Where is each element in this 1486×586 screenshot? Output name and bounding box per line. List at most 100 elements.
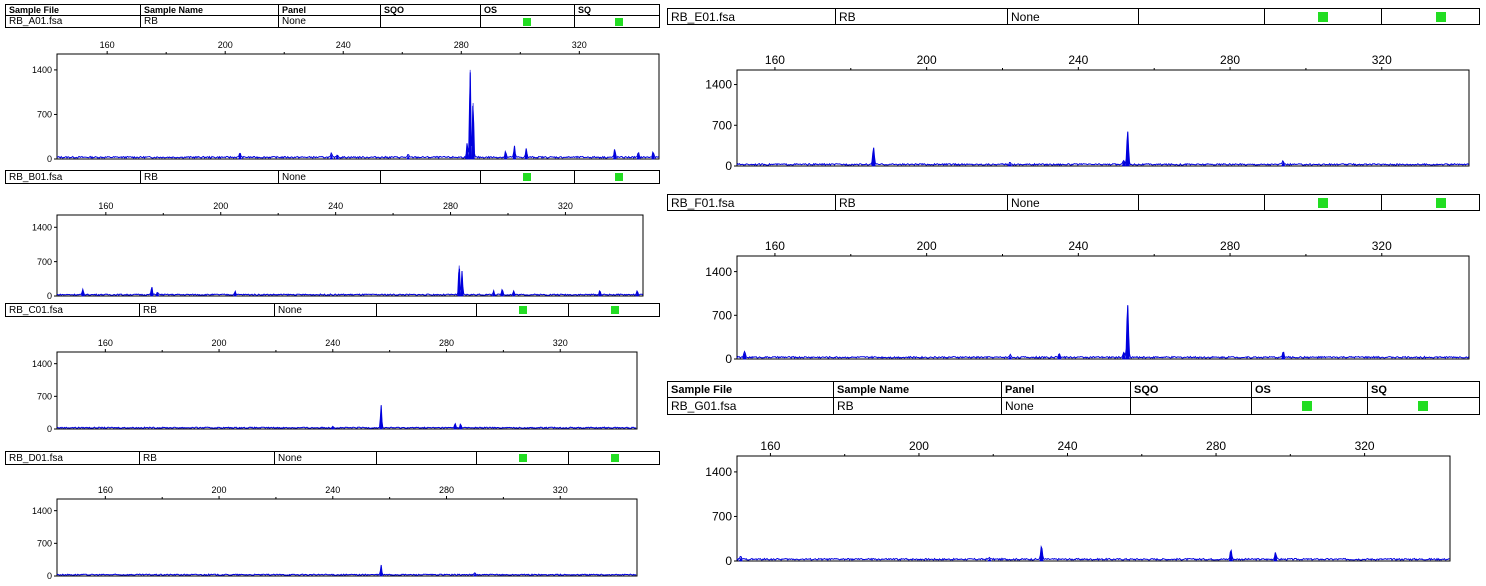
sample-name: RB (835, 195, 1007, 210)
y-tick-label: 1400 (705, 265, 732, 279)
signal-trace (57, 268, 644, 297)
sample-row[interactable]: RB_F01.fsa RB None (667, 194, 1480, 211)
y-tick-label: 0 (47, 571, 52, 581)
col-os[interactable]: OS (480, 5, 574, 15)
os-status-indicator (523, 18, 531, 26)
x-tick-label: 160 (98, 338, 113, 348)
sample-panel: None (1007, 195, 1138, 210)
sample-row[interactable]: RB_G01.fsa RB None (667, 397, 1480, 415)
electropherogram-g01: 160 200 240 280 320 0 700 1400 (705, 439, 1451, 568)
x-tick-label: 160 (765, 239, 785, 253)
sample-row[interactable]: RB_A01.fsa RB None (5, 15, 660, 28)
peak (453, 423, 457, 430)
sq-status-indicator (1436, 198, 1446, 208)
sq-status-indicator (615, 173, 623, 181)
sample-sqo (1138, 195, 1264, 210)
y-tick-label: 1400 (32, 222, 52, 232)
peak (330, 426, 335, 430)
plot-frame (736, 455, 1451, 562)
y-tick-label: 700 (37, 110, 52, 120)
x-tick-label: 280 (439, 338, 454, 348)
sample-panel-f01: RB_F01.fsa RB None 160 200 240 280 320 0 700 14… (667, 194, 1480, 369)
col-sample-name[interactable]: Sample Name (833, 382, 1001, 397)
peak (1121, 352, 1126, 360)
sample-os (480, 171, 574, 183)
sample-sqo (376, 304, 476, 316)
sample-panel-b01: RB_B01.fsa RB None 160 200 240 280 320 0 700 14… (5, 170, 660, 301)
col-sqo[interactable]: SQO (1130, 382, 1251, 397)
x-tick-label: 200 (909, 439, 929, 453)
col-sample-file[interactable]: Sample File (671, 384, 733, 396)
electropherogram-a01: 160 200 240 280 320 0 700 1400 (32, 40, 660, 164)
peak (465, 144, 469, 160)
x-tick-label: 240 (336, 40, 351, 50)
sample-sqo (376, 452, 476, 464)
signal-trace (56, 564, 637, 577)
electropherogram-b01: 160 200 240 280 320 0 700 1400 (32, 201, 644, 301)
signal-trace (736, 131, 1470, 167)
y-tick-label: 700 (37, 538, 52, 548)
sample-file: RB_E01.fsa (671, 10, 736, 24)
x-tick-label: 240 (325, 338, 340, 348)
col-panel[interactable]: Panel (278, 5, 380, 15)
x-tick-label: 200 (917, 239, 937, 253)
sample-name: RB (140, 16, 278, 27)
col-sample-file[interactable]: Sample File (9, 5, 60, 15)
peak (636, 153, 641, 160)
sample-sqo (380, 171, 480, 183)
sample-panel-g01: Sample File Sample Name Panel SQO OS SQ … (667, 381, 1480, 581)
peak (335, 155, 340, 160)
plot-frame (56, 214, 644, 297)
sample-name: RB (835, 9, 1007, 24)
os-status-indicator (519, 454, 527, 462)
peak (524, 150, 528, 160)
x-tick-label: 280 (1206, 439, 1226, 453)
peak (738, 557, 743, 562)
x-tick-label: 320 (572, 40, 587, 50)
sample-panel: None (1001, 398, 1130, 414)
plot-frame (736, 255, 1470, 360)
y-tick-label: 0 (725, 554, 732, 568)
peak (81, 289, 85, 297)
sample-panel: None (278, 171, 380, 183)
plot-frame (736, 69, 1470, 167)
col-sq[interactable]: SQ (1367, 382, 1481, 397)
signal-trace (56, 72, 659, 160)
x-tick-label: 320 (1372, 53, 1392, 67)
sample-row[interactable]: RB_D01.fsa RB None (5, 451, 660, 465)
sample-sq (574, 16, 661, 27)
col-sqo[interactable]: SQO (380, 5, 480, 15)
peak (598, 290, 602, 297)
sample-sq (568, 452, 661, 464)
y-tick-label: 700 (712, 118, 732, 132)
sample-panel-e01: RB_E01.fsa RB None 160 200 240 280 320 0 700 14… (667, 8, 1480, 180)
peak (871, 148, 876, 167)
y-tick-label: 1400 (705, 78, 732, 92)
sample-sq (1381, 195, 1481, 210)
peak (1125, 132, 1130, 167)
plot-frame (56, 53, 660, 160)
peak (500, 290, 504, 297)
y-tick-label: 1400 (32, 65, 52, 75)
sample-row[interactable]: RB_C01.fsa RB None (5, 303, 660, 317)
x-tick-label: 200 (213, 201, 228, 211)
col-sample-name[interactable]: Sample Name (140, 5, 278, 15)
sample-name: RB (140, 171, 278, 183)
peak (1039, 546, 1044, 562)
x-tick-label: 200 (212, 485, 227, 495)
col-os[interactable]: OS (1251, 382, 1367, 397)
col-panel[interactable]: Panel (1001, 382, 1130, 397)
sq-status-indicator (615, 18, 623, 26)
peak (460, 272, 464, 297)
peak (1273, 553, 1278, 562)
electropherogram-d01: 160 200 240 280 320 0 700 1400 (32, 485, 638, 581)
sample-row[interactable]: RB_B01.fsa RB None (5, 170, 660, 184)
sample-sq (1367, 398, 1481, 414)
x-tick-label: 200 (917, 53, 937, 67)
sample-os (1251, 398, 1367, 414)
peak (1125, 305, 1130, 360)
col-sq[interactable]: SQ (574, 5, 661, 15)
sample-panel-d01: RB_D01.fsa RB None 160 200 240 280 320 0 700 14… (5, 451, 660, 581)
x-tick-label: 160 (100, 40, 115, 50)
sample-row[interactable]: RB_E01.fsa RB None (667, 8, 1480, 25)
